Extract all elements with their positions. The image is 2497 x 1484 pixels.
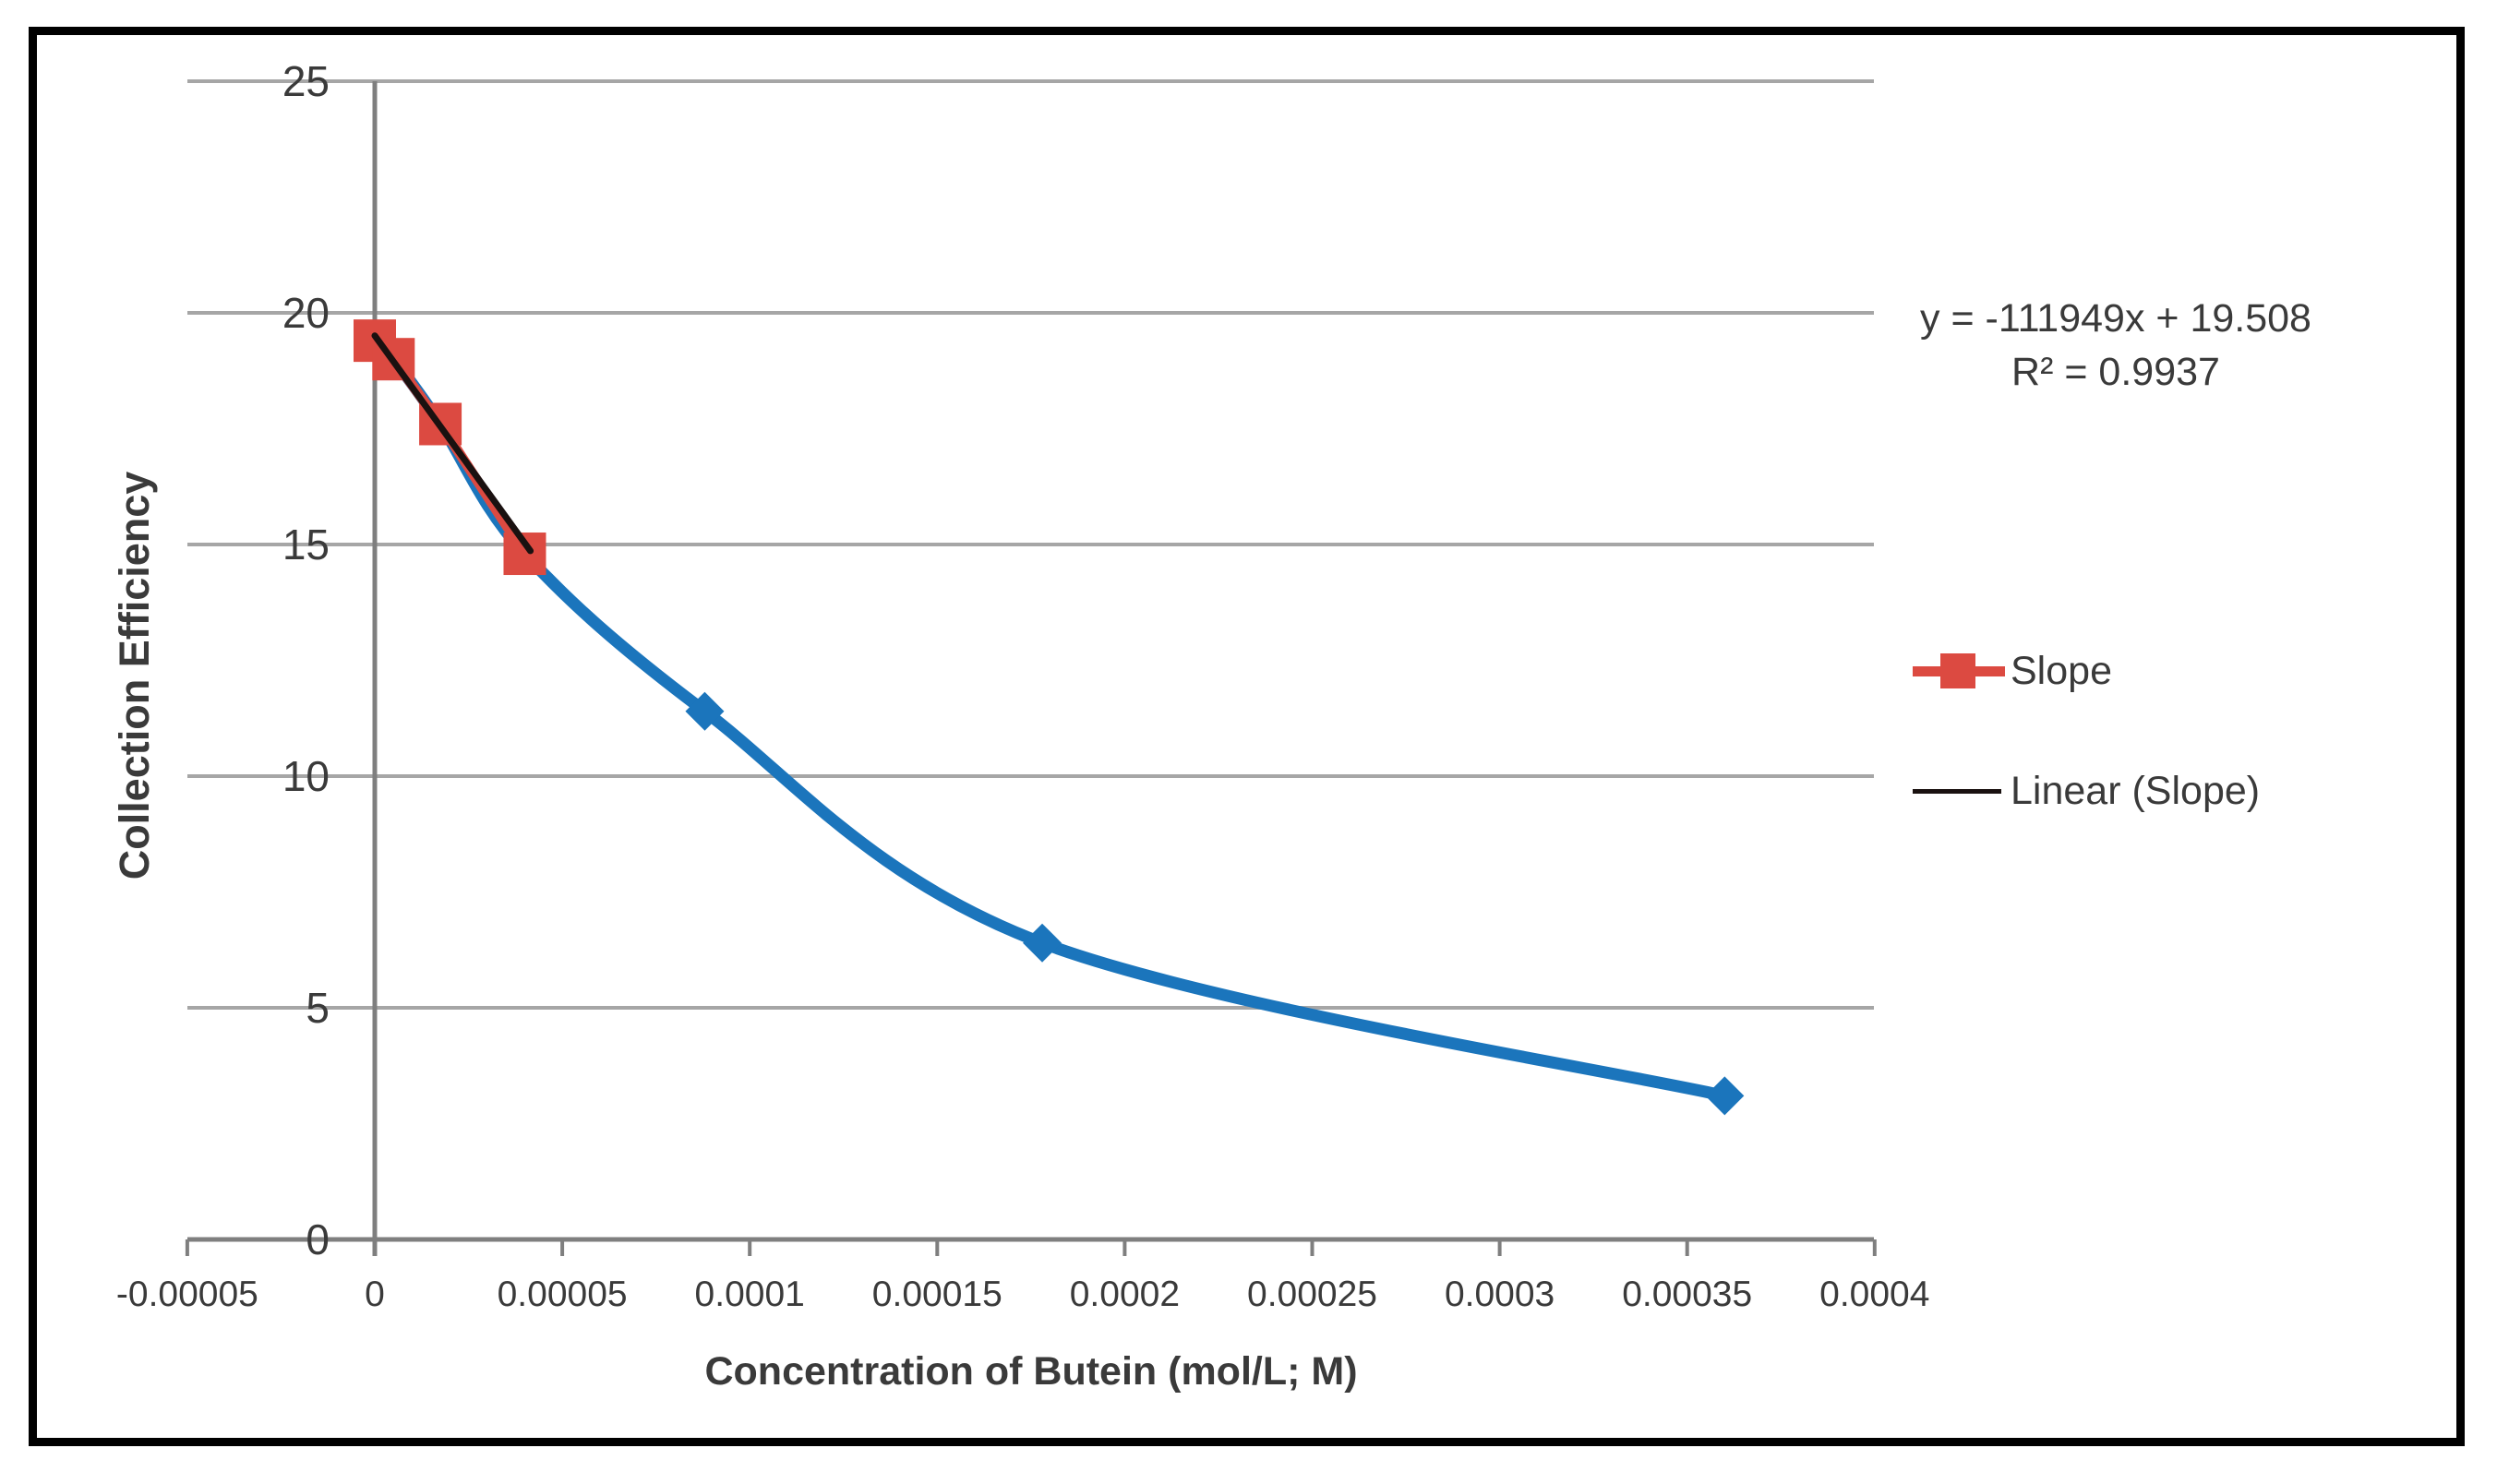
diamond-marker-collection-efficiency-curve	[1023, 923, 1062, 963]
y-tick-label: 5	[306, 984, 330, 1032]
trendline-annotation: y = -111949x + 19.508 R² = 0.9937	[1920, 292, 2311, 399]
y-tick-label: 15	[282, 521, 330, 568]
y-tick-label: 10	[282, 752, 330, 800]
linear-swatch-line	[1913, 789, 2001, 794]
x-tick-label: 0.00015	[871, 1275, 1002, 1314]
x-tick-label: 0.0001	[694, 1275, 805, 1314]
x-tick-label: 0	[365, 1275, 385, 1314]
x-tick-label: 0.0004	[1819, 1275, 1930, 1314]
y-tick-label: 0	[306, 1215, 330, 1263]
x-tick-label: -0.00005	[115, 1275, 258, 1314]
slope-swatch-square-marker	[1940, 653, 1975, 688]
x-tick-label: 0.00005	[497, 1275, 628, 1314]
series-line-linear-slope	[371, 332, 534, 555]
trendline-r-squared: R² = 0.9937	[2011, 350, 2220, 394]
linear-series-swatch-icon	[1913, 772, 2005, 809]
y-tick-label: 25	[282, 57, 330, 105]
diamond-marker-collection-efficiency-curve	[685, 691, 725, 731]
x-tick-label: 0.0002	[1069, 1275, 1181, 1314]
slope-series-swatch-icon	[1913, 652, 2005, 689]
x-tick-label: 0.0003	[1444, 1275, 1555, 1314]
legend-item-slope: Slope	[1913, 649, 2112, 693]
legend-label-slope: Slope	[2011, 648, 2112, 693]
y-tick-label: 20	[282, 289, 330, 337]
series-line-collection-efficiency-curve	[368, 334, 1731, 1102]
y-axis-title: Collection Efficiency	[111, 471, 158, 880]
x-tick-label: 0.00025	[1247, 1275, 1377, 1314]
x-tick-label: 0.00035	[1622, 1275, 1753, 1314]
legend-label-linear-slope: Linear (Slope)	[2011, 768, 2261, 813]
x-axis-title: Concentration of Butein (mol/L; M)	[704, 1349, 1358, 1394]
trendline-equation: y = -111949x + 19.508	[1920, 296, 2311, 341]
legend-item-linear-slope: Linear (Slope)	[1913, 769, 2260, 813]
diamond-marker-collection-efficiency-curve	[1705, 1076, 1745, 1116]
figure-border	[29, 27, 2465, 1446]
